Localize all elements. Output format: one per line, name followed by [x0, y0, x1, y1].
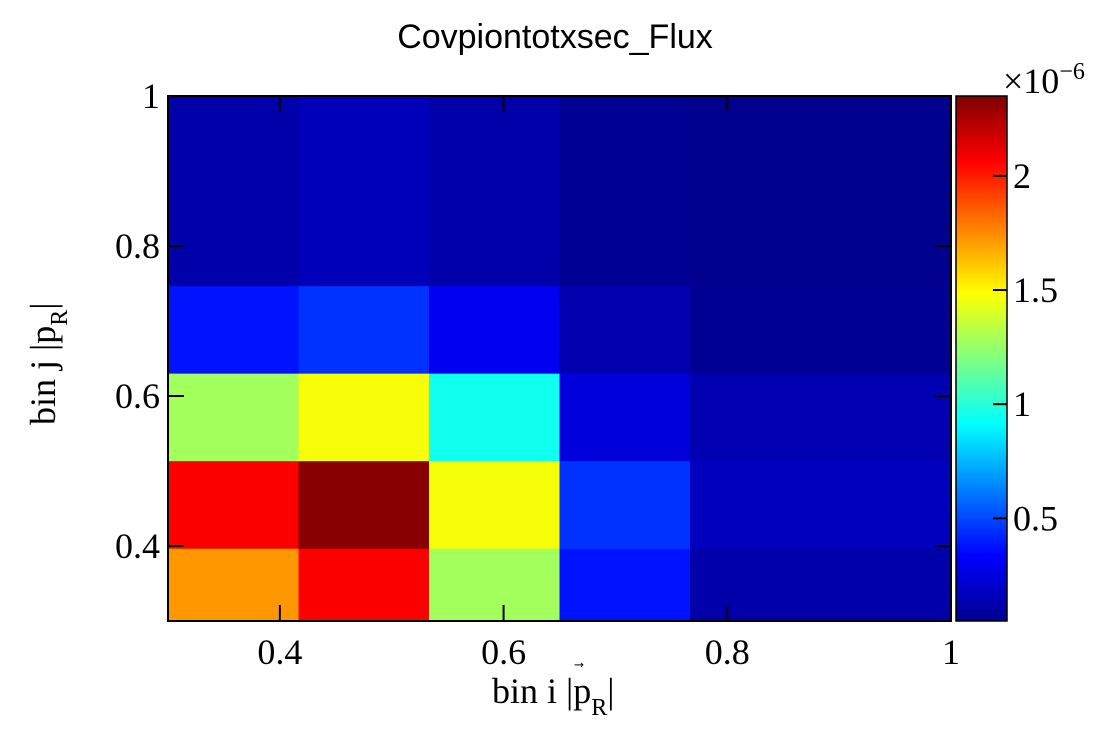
y-tick-label: 0.4: [115, 526, 160, 566]
heatmap-cell: [168, 96, 300, 287]
heatmap-cell: [559, 373, 691, 462]
heatmap-cell: [820, 548, 952, 622]
x-tick-label: 0.8: [705, 632, 750, 672]
colorbar: [955, 95, 1008, 622]
heatmap-cell: [428, 373, 561, 462]
heatmap-cell: [298, 373, 430, 462]
heatmap-cell: [298, 548, 430, 622]
plot-frame: [167, 95, 952, 622]
heatmap-cell: [298, 96, 430, 287]
x-tick-label: 0.4: [257, 632, 302, 672]
heatmap-cell: [559, 96, 691, 287]
heatmap-cell: [820, 460, 952, 549]
y-tick-label: 0.8: [115, 226, 160, 266]
heatmap-cell: [820, 96, 952, 287]
x-axis-label: bin i |pR|: [492, 671, 614, 721]
chart-title: Covpiontotxsec_Flux: [397, 18, 713, 56]
colorbar-tick-label: 2: [1013, 156, 1031, 196]
heatmap-cell: [559, 460, 691, 549]
colorbar-axis: 0.5 1 1.5 2: [993, 156, 1058, 538]
y-axis: 0.4 0.6 0.8 1: [115, 76, 951, 566]
heatmap-cell: [428, 548, 561, 622]
heatmap-cell: [690, 373, 822, 462]
heatmap-cell: [690, 460, 822, 549]
heatmap-cell: [428, 285, 561, 374]
heatmap-cell: [168, 285, 300, 374]
x-tick-label: 1: [942, 632, 960, 672]
heatmap-cell: [559, 548, 691, 622]
heatmap-cell: [690, 285, 822, 374]
colorbar-multiplier: ×10−6: [1003, 59, 1085, 101]
heatmap-cell: [168, 373, 300, 462]
x-tick-label: 0.6: [481, 632, 526, 672]
heatmap-cells: [168, 96, 952, 622]
x-axis-vector-arrow: ⃗: [574, 662, 584, 667]
heatmap-cell: [690, 548, 822, 622]
heatmap-cell: [298, 460, 430, 549]
colorbar-tick-label: 0.5: [1013, 498, 1058, 538]
heatmap-cell: [428, 460, 561, 549]
heatmap-cell: [820, 373, 952, 462]
y-tick-label: 0.6: [115, 376, 160, 416]
colorbar-tick-label: 1.5: [1013, 270, 1058, 310]
heatmap-cell: [168, 460, 300, 549]
x-axis: 0.4 0.6 0.8 1: [257, 96, 960, 672]
heatmap-cell: [559, 285, 691, 374]
heatmap-cell: [298, 285, 430, 374]
colorbar-tick-label: 1: [1013, 384, 1031, 424]
y-tick-label: 1: [142, 76, 160, 116]
heatmap-cell: [428, 96, 561, 287]
heatmap-cell: [168, 548, 300, 622]
heatmap-cell: [690, 96, 822, 287]
heatmap-cell: [820, 285, 952, 374]
y-axis-label: bin j |pR|: [23, 303, 73, 425]
